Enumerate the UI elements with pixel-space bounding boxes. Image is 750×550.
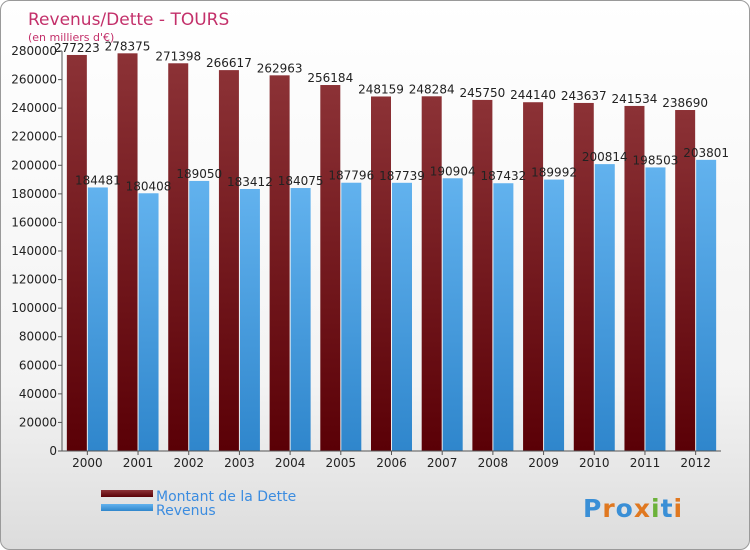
y-tick-label: 40000 bbox=[19, 387, 57, 401]
data-label-revenus: 184481 bbox=[75, 173, 121, 187]
bar-dette bbox=[472, 99, 493, 451]
bar-dette bbox=[320, 85, 341, 451]
bar-revenus bbox=[594, 164, 615, 451]
data-label-revenus: 198503 bbox=[633, 153, 679, 167]
x-tick-label: 2001 bbox=[123, 456, 154, 470]
bar-revenus bbox=[696, 159, 717, 451]
data-label-revenus: 203801 bbox=[683, 146, 729, 160]
bar-dette bbox=[523, 102, 544, 451]
chart-title: Revenus/Dette - TOURS bbox=[28, 10, 229, 30]
y-tick-label: 200000 bbox=[11, 158, 57, 172]
bar-revenus bbox=[442, 178, 463, 451]
x-tick-label: 2002 bbox=[173, 456, 204, 470]
bar-revenus bbox=[645, 167, 666, 451]
x-tick-label: 2006 bbox=[376, 456, 407, 470]
data-label-dette: 278375 bbox=[105, 39, 151, 53]
bar-revenus bbox=[493, 183, 514, 452]
y-tick-label: 260000 bbox=[11, 73, 57, 87]
bar-revenus bbox=[138, 193, 159, 451]
y-tick-label: 140000 bbox=[11, 244, 57, 258]
bar-revenus bbox=[392, 182, 412, 451]
y-tick-label: 0 bbox=[49, 444, 57, 458]
y-axis: 0 20000 40000 60000 80000 100000 120000 140000 1… bbox=[11, 44, 63, 458]
bars-layer: 277223 184481 278375 180408 271398 189050 2666… bbox=[54, 39, 729, 452]
bar-dette bbox=[573, 102, 594, 451]
data-label-revenus: 180408 bbox=[126, 179, 172, 193]
y-tick-label: 180000 bbox=[11, 187, 57, 201]
bar-dette bbox=[117, 53, 138, 451]
bar-dette bbox=[66, 54, 87, 452]
y-tick-label: 280000 bbox=[11, 44, 57, 58]
data-label-dette: 244140 bbox=[510, 88, 556, 102]
x-tick-label: 2011 bbox=[630, 456, 661, 470]
data-label-dette: 248284 bbox=[409, 82, 455, 96]
y-tick-label: 240000 bbox=[11, 101, 57, 115]
data-label-revenus: 187739 bbox=[379, 169, 425, 183]
x-tick-label: 2007 bbox=[427, 456, 458, 470]
data-label-dette: 277223 bbox=[54, 41, 100, 55]
data-label-dette: 256184 bbox=[307, 71, 353, 85]
x-tick-label: 2003 bbox=[224, 456, 255, 470]
data-label-dette: 248159 bbox=[358, 82, 404, 96]
x-tick-label: 2000 bbox=[72, 456, 103, 470]
bar-dette bbox=[421, 96, 442, 452]
bar-dette bbox=[168, 63, 189, 451]
bar-dette bbox=[675, 110, 696, 451]
bar-dette bbox=[269, 75, 290, 452]
bar-revenus bbox=[189, 180, 210, 451]
data-label-revenus: 189992 bbox=[531, 166, 577, 180]
x-tick-label: 2005 bbox=[326, 456, 357, 470]
legend-label-debt: Montant de la Dette bbox=[156, 489, 296, 505]
legend-swatch-debt bbox=[101, 490, 153, 497]
legend: Montant de la Dette Revenus bbox=[101, 489, 296, 519]
data-label-revenus: 187796 bbox=[328, 169, 374, 183]
x-tick-label: 2010 bbox=[579, 456, 610, 470]
bar-revenus bbox=[87, 187, 108, 451]
legend-swatch-revenus bbox=[101, 504, 153, 511]
x-tick-label: 2012 bbox=[680, 456, 711, 470]
bar-revenus bbox=[239, 188, 260, 452]
bar-revenus bbox=[341, 182, 362, 451]
data-label-dette: 262963 bbox=[257, 61, 303, 75]
bar-revenus bbox=[290, 188, 311, 452]
y-tick-label: 20000 bbox=[19, 415, 57, 429]
data-label-revenus: 200814 bbox=[582, 150, 628, 164]
bar-revenus bbox=[544, 179, 565, 451]
data-label-revenus: 183412 bbox=[227, 175, 273, 189]
y-tick-label: 100000 bbox=[11, 301, 57, 315]
data-label-dette: 271398 bbox=[155, 49, 201, 63]
y-tick-label: 80000 bbox=[19, 330, 57, 344]
y-tick-label: 60000 bbox=[19, 358, 57, 372]
data-label-revenus: 189050 bbox=[176, 167, 222, 181]
legend-label-revenus: Revenus bbox=[156, 503, 216, 519]
bar-dette bbox=[218, 70, 239, 452]
data-label-dette: 245750 bbox=[459, 86, 505, 100]
chart-subtitle: (en milliers d'€) bbox=[28, 31, 114, 44]
data-label-dette: 241534 bbox=[612, 92, 658, 106]
x-axis: 2000 2001 2002 2003 2004 2005 2006 2007 2008 2009… bbox=[62, 450, 721, 470]
y-tick-label: 220000 bbox=[11, 130, 57, 144]
data-label-dette: 243637 bbox=[561, 89, 607, 103]
bar-dette bbox=[624, 105, 645, 452]
x-tick-label: 2008 bbox=[478, 456, 509, 470]
data-label-revenus: 187432 bbox=[480, 169, 526, 183]
data-label-revenus: 184075 bbox=[278, 174, 324, 188]
y-tick-label: 120000 bbox=[11, 273, 57, 287]
x-tick-label: 2004 bbox=[275, 456, 306, 470]
data-label-dette: 266617 bbox=[206, 56, 252, 70]
bar-dette bbox=[371, 96, 391, 451]
y-tick-label: 160000 bbox=[11, 215, 57, 229]
logo-text: Proxiti bbox=[583, 494, 683, 523]
proxiti-logo: Proxiti bbox=[583, 494, 683, 523]
data-label-dette: 238690 bbox=[662, 96, 708, 110]
x-tick-label: 2009 bbox=[528, 456, 559, 470]
data-label-revenus: 190904 bbox=[430, 164, 476, 178]
